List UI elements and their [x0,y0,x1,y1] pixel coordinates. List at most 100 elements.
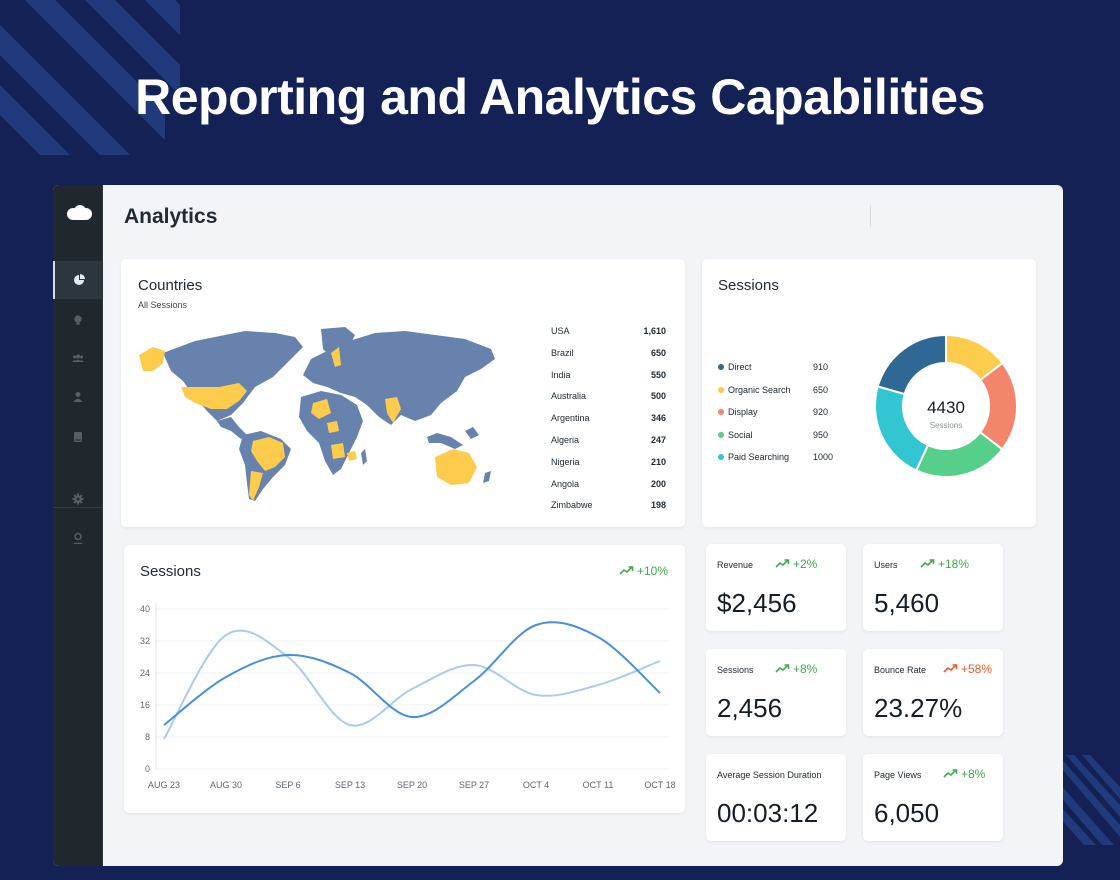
metric-label: Bounce Rate [874,665,927,675]
pie-chart-icon [74,274,85,285]
x-tick-label: SEP 13 [335,780,365,790]
book-icon [74,432,82,442]
metric-trend-value: +18% [938,557,970,571]
legend-dot [718,386,724,393]
metric-label: Average Session Duration [717,770,822,780]
metric-value: 2,456 [717,693,783,723]
donut-slice [874,385,930,472]
header-divider [870,205,871,227]
metric-trend: +58% [943,662,992,676]
country-value: 247 [650,435,666,445]
x-tick-label: SEP 27 [459,780,489,790]
metric-card: Average Session Duration 00:03:12 [706,754,846,841]
y-tick-label: 24 [140,668,150,678]
legend-row: Direct 910 [718,362,838,372]
legend-dot [718,364,724,370]
y-tick-label: 8 [145,732,150,742]
country-row: Angola 200 [551,479,666,489]
metric-trend-value: +8% [793,662,818,676]
y-tick-label: 40 [140,604,150,614]
sidebar-item-teams[interactable] [53,339,103,377]
legend-name: Paid Searching [728,452,790,462]
country-value: 346 [650,413,666,424]
country-row: Zimbabwe 198 [551,500,666,510]
metric-label: Page Views [874,770,922,780]
y-tick-label: 0 [145,764,150,774]
y-tick-label: 32 [140,636,150,646]
sidebar-item-profile[interactable] [53,378,103,416]
page-title: Analytics [124,205,218,228]
users-icon [72,354,84,362]
sessions-donut-card: Sessions Direct 910 Organic Search 650 Displ… [702,259,1036,527]
metric-card: Bounce Rate +58% 23.27% [863,649,1003,736]
country-name: Angola [551,478,580,489]
metric-value: 5,460 [874,588,940,618]
legend-row: Organic Search 650 [718,385,838,395]
page-headline: Reporting and Analytics Capabilities [135,69,985,125]
country-value: 500 [650,391,666,402]
country-name: Nigeria [551,456,580,467]
sessions-line-chart: 0 8 16 24 32 40 AUG 23 AUG 30 SEP 6 SEP 13 SEP 20 S… [140,603,676,790]
metric-trend-value: +8% [961,767,986,781]
series-line [163,629,661,740]
country-name: Australia [551,391,587,402]
legend-value: 920 [813,407,829,417]
legend-value: 950 [813,429,829,440]
country-row: Argentina 346 [551,413,666,423]
country-name: Argentina [551,413,590,424]
metric-trend: +18% [920,557,969,571]
metric-label: Sessions [717,665,754,675]
metric-label: Users [874,560,898,570]
country-name: Zimbabwe [551,500,593,511]
country-row: Brazil 650 [551,348,666,358]
country-row: India 550 [551,370,666,380]
sidebar-item-analytics[interactable] [53,261,103,299]
donut-slice [914,430,1004,478]
metric-value: 6,050 [874,798,940,828]
lightbulb-icon [74,315,82,325]
countries-title: Countries [138,277,203,294]
world-map [139,327,495,501]
trend-up-icon [775,559,790,568]
decorative-stripes [0,0,180,155]
metric-card: Revenue +2% $2,456 [706,544,846,631]
metric-value: 00:03:12 [717,798,819,828]
sessions-donut-title: Sessions [718,277,779,294]
metric-trend: +8% [775,662,817,676]
sidebar-item-account[interactable] [53,519,103,557]
sessions-chart-title: Sessions [140,563,201,580]
x-tick-label: OCT 11 [583,780,614,790]
legend-name: Display [728,407,758,417]
country-value: 550 [650,369,666,380]
series-line [163,621,661,726]
sidebar-item-docs[interactable] [53,418,103,456]
country-value: 1,610 [643,326,666,336]
sidebar-item-ideas[interactable] [53,301,103,339]
sidebar-divider [53,507,103,508]
country-row: USA 1,610 [551,326,666,336]
trend-up-icon [920,559,935,568]
sidebar-item-settings[interactable] [53,480,103,518]
donut-total: 4430 [927,398,965,417]
country-name: USA [551,326,570,336]
donut-total-label: Sessions [930,421,962,430]
legend-name: Direct [728,362,752,372]
legend-value: 650 [813,384,829,395]
country-name: Algeria [551,435,580,445]
metric-value: $2,456 [717,588,797,618]
legend-value: 910 [813,362,829,372]
trend-up-icon [619,566,634,575]
country-value: 198 [650,500,666,511]
legend-row: Social 950 [718,430,838,440]
trend-up-icon [775,664,790,673]
cloud-logo[interactable] [64,203,94,223]
legend-value: 1000 [813,452,834,462]
metric-trend-value: +2% [793,557,818,571]
countries-subtitle: All Sessions [138,300,188,310]
legend-row: Paid Searching 1000 [718,452,838,462]
x-tick-label: OCT 18 [644,780,675,790]
metric-card: Sessions +8% 2,456 [706,649,846,736]
country-value: 210 [650,456,666,467]
country-name: Brazil [551,347,574,358]
sessions-line-card: Sessions +10% 0 8 16 24 32 40 AUG 23 AUG 30 SEP … [124,545,685,813]
